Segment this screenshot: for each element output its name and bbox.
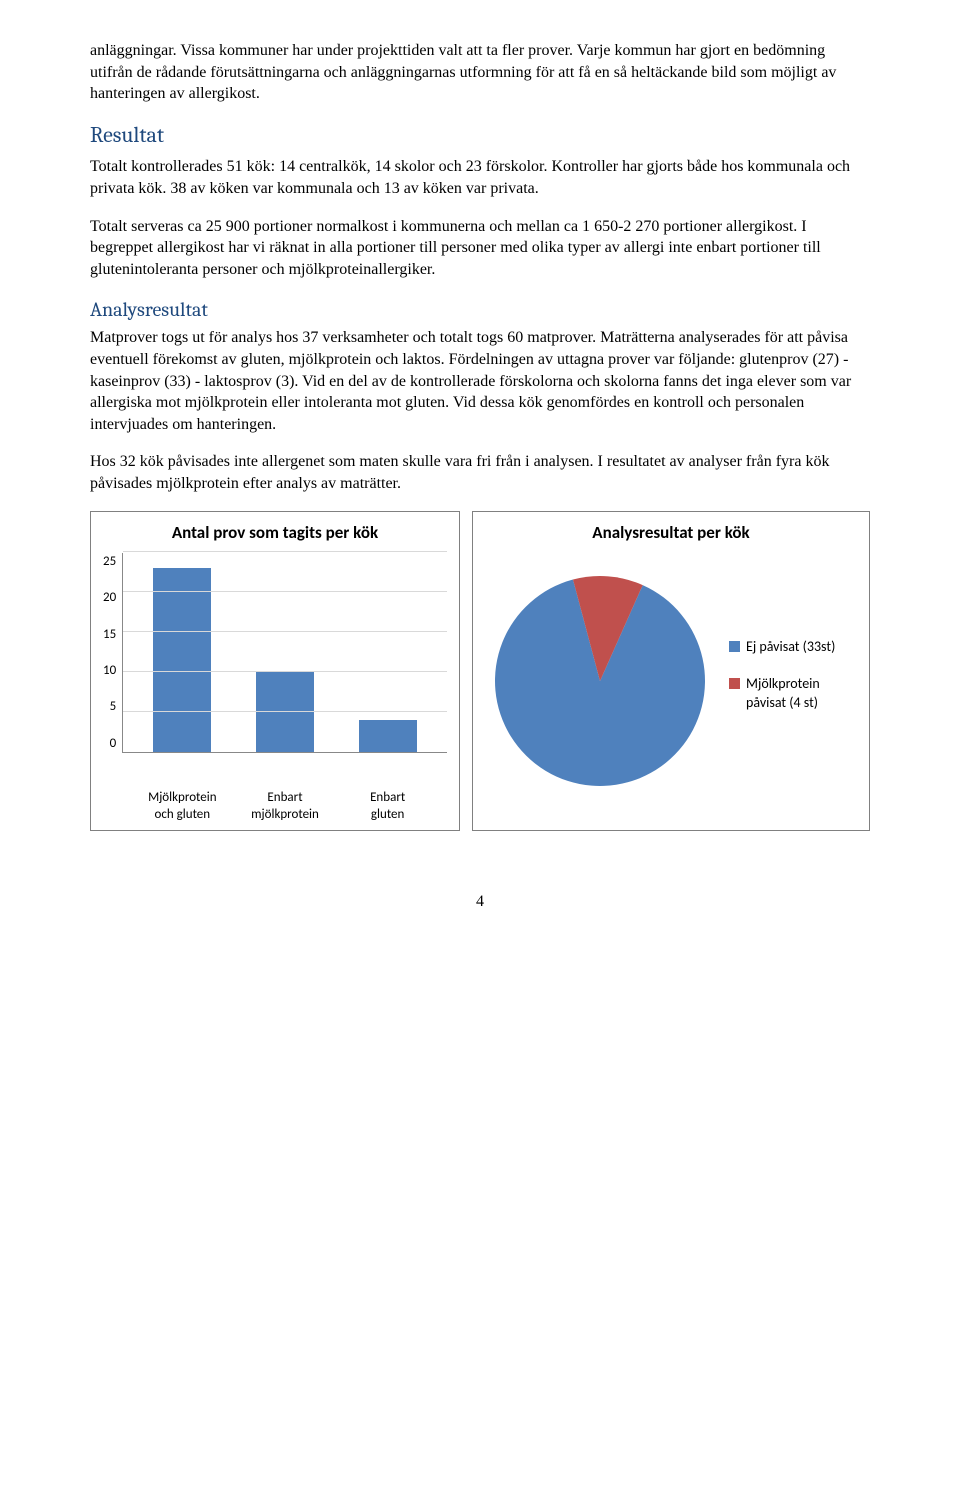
pie-chart-title: Analysresultat per kök [485, 522, 857, 545]
legend-label: Mjölkprotein påvisat (4 st) [746, 675, 857, 713]
grid-line [123, 671, 447, 672]
analys-p1: Matprover togs ut för analys hos 37 verk… [90, 327, 870, 435]
y-tick-label: 5 [110, 698, 117, 716]
analys-p2: Hos 32 kök påvisades inte allergenet som… [90, 451, 870, 494]
pie-chart-svg-wrap [485, 566, 715, 803]
y-tick-label: 20 [103, 589, 116, 607]
y-tick-label: 15 [103, 626, 116, 644]
y-tick-label: 0 [110, 735, 117, 753]
pie-chart-card: Analysresultat per kök Ej påvisat (33st)… [472, 511, 870, 831]
legend-item: Ej påvisat (33st) [729, 638, 857, 657]
grid-line [123, 711, 447, 712]
bar [256, 672, 314, 752]
resultat-heading: Resultat [90, 121, 870, 151]
legend-swatch [729, 678, 740, 689]
legend-swatch [729, 641, 740, 652]
page-number: 4 [90, 891, 870, 913]
legend-item: Mjölkprotein påvisat (4 st) [729, 675, 857, 713]
bar-chart-title: Antal prov som tagits per kök [103, 522, 447, 545]
bar-chart-area: 25 20 15 10 5 0 [103, 553, 447, 783]
resultat-p2: Totalt serveras ca 25 900 portioner norm… [90, 216, 870, 281]
bar-chart-plot [122, 553, 447, 753]
legend-label: Ej påvisat (33st) [746, 638, 835, 657]
y-tick-label: 10 [103, 662, 116, 680]
pie-chart-body: Ej påvisat (33st) Mjölkprotein påvisat (4… [485, 553, 857, 816]
x-tick-label: Enbart gluten [353, 789, 423, 824]
resultat-p1: Totalt kontrollerades 51 kök: 14 central… [90, 156, 870, 199]
y-tick-label: 25 [103, 553, 116, 571]
analys-heading: Analysresultat [90, 296, 870, 323]
intro-paragraph: anläggningar. Vissa kommuner har under p… [90, 40, 870, 105]
grid-line [123, 551, 447, 552]
x-tick-label: Mjölkprotein och gluten [147, 789, 217, 824]
bar [153, 568, 211, 752]
bar-chart-card: Antal prov som tagits per kök 25 20 15 10 5 0… [90, 511, 460, 831]
bar-chart-bars [123, 553, 447, 752]
bar-chart-y-axis: 25 20 15 10 5 0 [103, 553, 122, 753]
grid-line [123, 631, 447, 632]
bar [359, 720, 417, 752]
pie-chart-svg [485, 566, 715, 796]
bar-chart-x-labels: Mjölkprotein och gluten Enbart mjölkprote… [103, 783, 447, 824]
pie-chart-legend: Ej påvisat (33st) Mjölkprotein påvisat (4… [729, 638, 857, 731]
x-tick-label: Enbart mjölkprotein [250, 789, 320, 824]
charts-row: Antal prov som tagits per kök 25 20 15 10 5 0… [90, 511, 870, 831]
grid-line [123, 591, 447, 592]
